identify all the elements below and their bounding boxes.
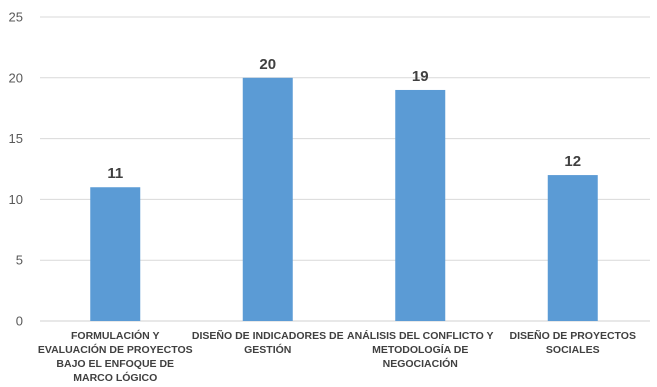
bar: [242, 77, 293, 321]
data-label: 12: [564, 153, 581, 170]
y-tick-label: 5: [16, 253, 23, 268]
y-tick-label: 10: [9, 192, 23, 207]
x-tick-label: DISEÑO DE PROYECTOS SOCIALES: [509, 330, 636, 356]
bar: [90, 187, 141, 321]
data-label: 11: [107, 165, 123, 182]
x-tick-label: ANÁLISIS DEL CONFLICTO Y METODOLOGÍA DE …: [347, 330, 494, 370]
x-tick-label: FORMULACIÓN Y EVALUACIÓN DE PROYECTOS BA…: [37, 330, 193, 384]
bar: [395, 89, 446, 322]
data-label: 19: [412, 68, 429, 85]
y-tick-label: 20: [9, 70, 23, 85]
bars: [90, 77, 598, 322]
bar: [547, 175, 598, 321]
y-tick-label: 15: [9, 131, 23, 146]
y-axis-ticks: 0 5 10 15 20 25: [9, 10, 23, 329]
y-tick-label: 25: [9, 10, 23, 25]
data-labels: 11 20 19 12: [107, 56, 581, 182]
x-tick-label: DISEÑO DE INDICADORES DE GESTIÓN: [191, 330, 344, 356]
data-label: 20: [259, 56, 276, 73]
y-tick-label: 0: [16, 314, 23, 329]
